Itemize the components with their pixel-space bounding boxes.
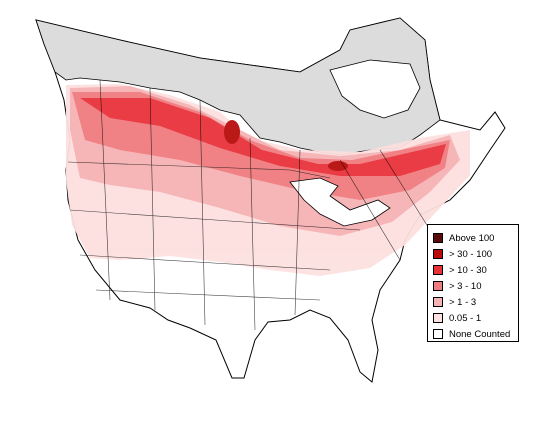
legend-item: Above 100	[433, 230, 514, 246]
legend-label: > 30 - 100	[449, 248, 493, 260]
legend-swatch	[433, 233, 443, 243]
legend-item: > 3 - 10	[433, 278, 514, 294]
legend-swatch	[433, 281, 443, 291]
legend-item: 0.05 - 1	[433, 310, 514, 326]
abundance-layers	[66, 84, 470, 276]
legend-item: > 1 - 3	[433, 294, 514, 310]
great-lakes	[289, 177, 391, 227]
legend-label: Above 100	[449, 232, 495, 244]
legend-label: None Counted	[449, 328, 511, 340]
legend-label: > 3 - 10	[449, 280, 482, 292]
hotspot-lake-winnipeg	[224, 120, 240, 144]
legend-swatch	[433, 313, 443, 323]
legend-item: > 30 - 100	[433, 246, 514, 262]
legend-swatch	[433, 297, 443, 307]
legend-item: None Counted	[433, 326, 514, 342]
legend-label: > 10 - 30	[449, 264, 487, 276]
boundaries	[67, 79, 431, 331]
legend-item: > 10 - 30	[433, 262, 514, 278]
abundance-high	[80, 98, 446, 176]
legend-swatch	[433, 329, 443, 339]
legend-label: > 1 - 3	[449, 296, 477, 308]
legend-label: 0.05 - 1	[449, 312, 482, 324]
legend: Above 100 > 30 - 100 > 10 - 30 > 3 - 10 …	[427, 224, 519, 342]
hotspot-quebec	[328, 161, 348, 171]
legend-swatch	[433, 265, 443, 275]
no-data-region	[35, 17, 441, 156]
hudson-bay	[329, 59, 421, 119]
legend-swatch	[433, 249, 443, 259]
